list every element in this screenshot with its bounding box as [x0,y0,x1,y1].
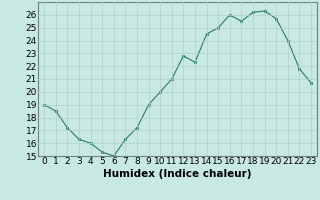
X-axis label: Humidex (Indice chaleur): Humidex (Indice chaleur) [103,169,252,179]
